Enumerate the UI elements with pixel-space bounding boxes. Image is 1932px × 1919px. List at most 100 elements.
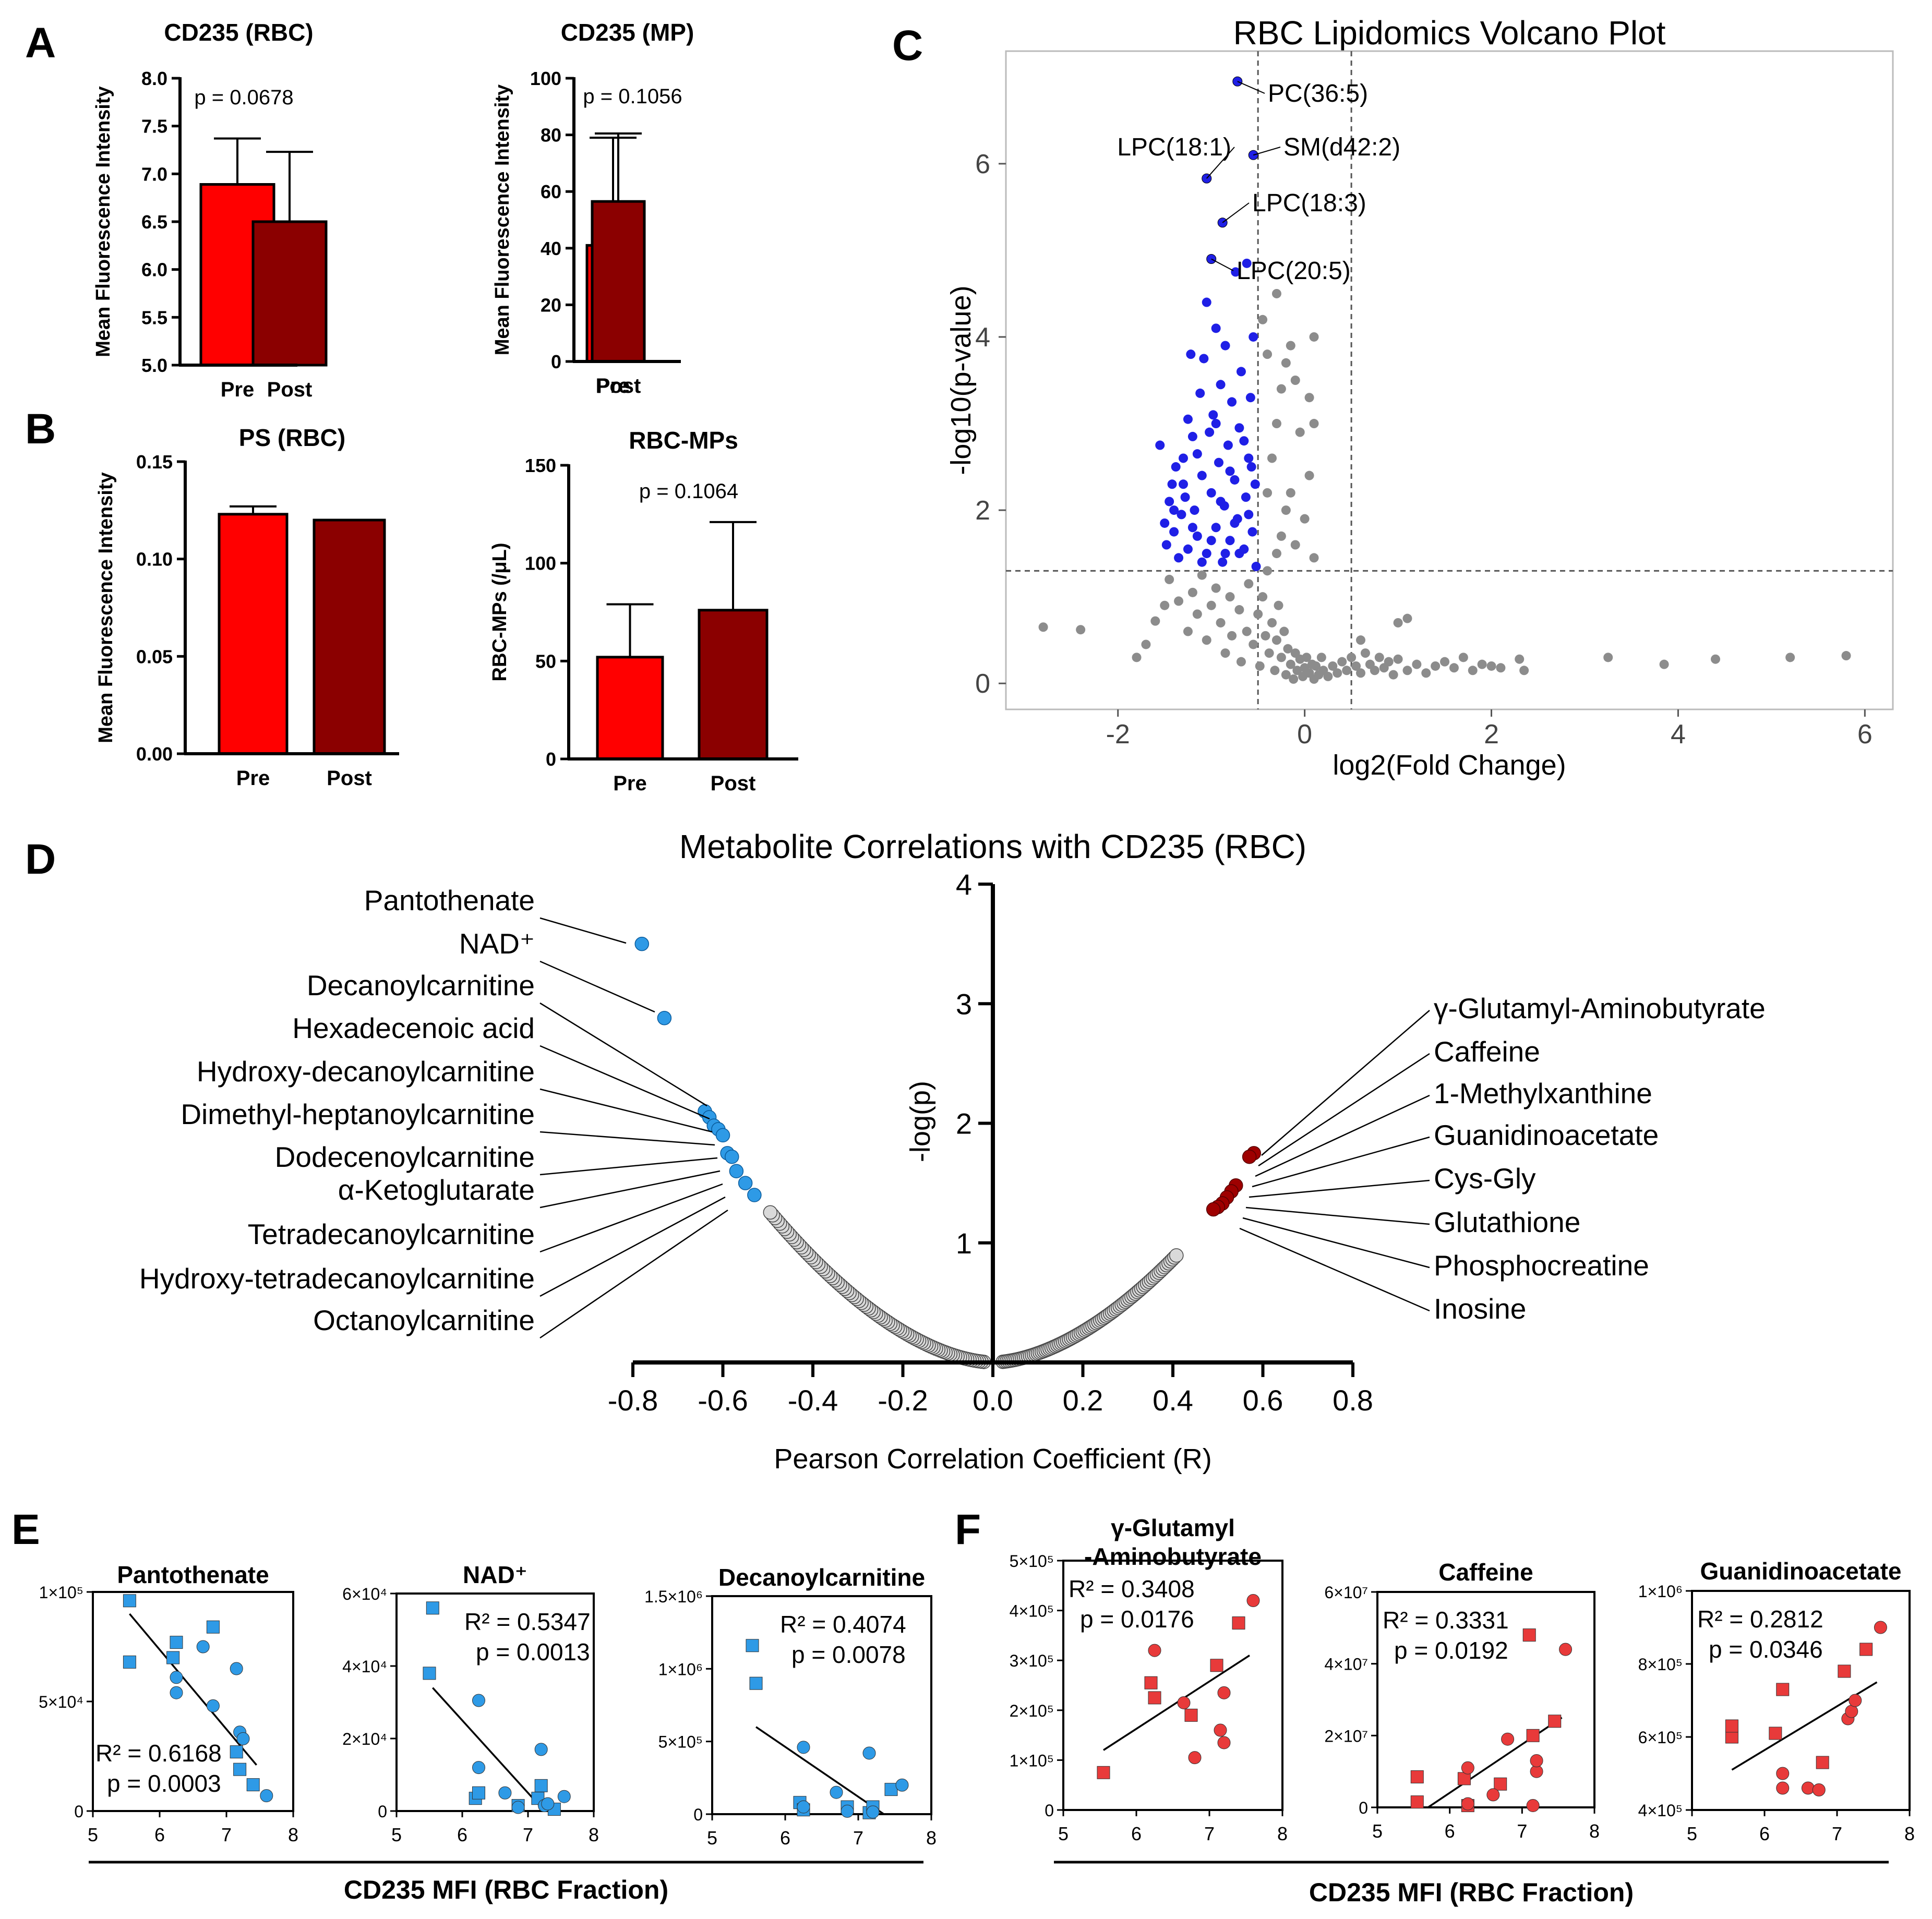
sig-point bbox=[1218, 557, 1228, 567]
sig-point bbox=[1225, 466, 1235, 476]
chart-title: Metabolite Correlations with CD235 (RBC) bbox=[679, 828, 1306, 865]
data-point-circle bbox=[797, 1741, 810, 1754]
metabolite-label: Octanoylcarnitine bbox=[313, 1304, 535, 1336]
sig-point bbox=[1230, 475, 1240, 485]
category-label: Post bbox=[327, 767, 372, 790]
x-tick-label: 8 bbox=[1277, 1823, 1288, 1844]
data-point-square bbox=[1526, 1729, 1540, 1742]
x-tick-label: 7 bbox=[1517, 1820, 1527, 1842]
leader-line bbox=[1253, 147, 1281, 156]
chart-title: γ-Glutamyl bbox=[1111, 1514, 1235, 1541]
nonsig-point bbox=[1183, 626, 1193, 636]
data-point-square bbox=[170, 1636, 183, 1649]
x-tick-label: 6 bbox=[780, 1827, 790, 1849]
metabolite-label: Glutathione bbox=[1434, 1206, 1580, 1238]
nonsig-point bbox=[1468, 666, 1478, 675]
nonsig-point bbox=[1271, 288, 1281, 298]
sig-point bbox=[1211, 523, 1221, 533]
y-tick-label: 4×10⁴ bbox=[342, 1657, 387, 1676]
y-tick-label: 100 bbox=[525, 553, 556, 574]
nonsig-point bbox=[1309, 332, 1319, 342]
metabolite-label: Hydroxy-decanoylcarnitine bbox=[197, 1055, 535, 1088]
bar-pre bbox=[218, 513, 289, 755]
metabolite-label: Inosine bbox=[1434, 1293, 1526, 1325]
leader-line bbox=[1211, 258, 1234, 271]
nonsig-point bbox=[1261, 631, 1270, 641]
x-tick-label: 0.6 bbox=[1243, 1384, 1283, 1417]
y-tick-label: 2×10⁵ bbox=[1010, 1701, 1054, 1720]
sig-point bbox=[1199, 354, 1209, 364]
leader-line bbox=[539, 917, 627, 944]
sig-point bbox=[1179, 453, 1188, 463]
nonsig-point bbox=[1289, 674, 1299, 684]
nonsig-point bbox=[1174, 596, 1184, 606]
point-label: LPC(20:5) bbox=[1237, 257, 1351, 285]
chart-title: Caffeine bbox=[1438, 1559, 1533, 1586]
leader-line bbox=[539, 1196, 726, 1297]
data-point-circle bbox=[1812, 1783, 1826, 1796]
sig-point bbox=[1179, 479, 1188, 489]
nonsig-point bbox=[1337, 657, 1347, 667]
y-tick-label: 7.0 bbox=[141, 163, 167, 185]
data-point-square bbox=[1725, 1719, 1738, 1733]
nonsig-point bbox=[1220, 648, 1230, 658]
f-shared-xlabel: CD235 MFI (RBC Fraction) bbox=[1309, 1878, 1634, 1907]
x-tick-label: 0.8 bbox=[1333, 1384, 1373, 1417]
data-point-square bbox=[423, 1667, 436, 1680]
y-tick-label: 4×10⁵ bbox=[1010, 1602, 1054, 1621]
leader-line bbox=[539, 1170, 721, 1209]
negative-correlation-point bbox=[729, 1164, 744, 1178]
plot-frame bbox=[395, 1592, 595, 1812]
r-squared-label: R² = 0.6168 bbox=[95, 1740, 222, 1767]
nonsig-point bbox=[1281, 358, 1291, 368]
category-label: Pre bbox=[613, 772, 647, 795]
leader-line bbox=[1255, 1094, 1430, 1177]
x-tick-label: 5 bbox=[1372, 1820, 1383, 1842]
y-tick-label: 0.15 bbox=[136, 451, 173, 473]
chart-title: CD235 (RBC) bbox=[164, 19, 313, 46]
leader-line bbox=[1242, 1217, 1430, 1269]
nonsig-point bbox=[1286, 659, 1295, 669]
data-point-square bbox=[1144, 1676, 1158, 1689]
sig-point bbox=[1177, 510, 1186, 520]
sig-point bbox=[1234, 549, 1244, 559]
chart-title: NAD⁺ bbox=[463, 1561, 527, 1588]
leader-line bbox=[539, 1157, 718, 1176]
sig-point bbox=[1244, 510, 1254, 520]
nonsig-point bbox=[1206, 600, 1216, 610]
p-value-label: p = 0.0176 bbox=[1080, 1606, 1194, 1633]
data-point-circle bbox=[1845, 1705, 1858, 1718]
nonsig-point bbox=[1659, 659, 1669, 669]
y-tick-label: 0.10 bbox=[136, 549, 173, 570]
data-point-circle bbox=[1148, 1644, 1161, 1657]
p-value-label: p = 0.0013 bbox=[476, 1638, 590, 1665]
y-tick-label: 0 bbox=[546, 749, 556, 770]
x-tick-label: 6 bbox=[1131, 1823, 1142, 1844]
sig-point bbox=[1239, 436, 1249, 446]
data-point-square bbox=[166, 1651, 180, 1664]
category-label: Pre bbox=[236, 767, 270, 790]
plot-frame bbox=[1005, 50, 1894, 710]
leader-line bbox=[539, 1131, 715, 1146]
nonsig-point bbox=[1333, 668, 1342, 678]
metabolite-label: Cys-Gly bbox=[1434, 1162, 1536, 1194]
sig-point bbox=[1220, 549, 1230, 559]
sig-point bbox=[1211, 419, 1221, 429]
y-tick-label: 6×10⁷ bbox=[1324, 1583, 1368, 1602]
y-tick-label: 3 bbox=[956, 987, 972, 1020]
data-point-square bbox=[1184, 1708, 1198, 1722]
nonsig-point bbox=[1211, 583, 1221, 593]
chart-title: PS (RBC) bbox=[239, 424, 345, 451]
p-value-label: p = 0.0078 bbox=[791, 1641, 906, 1668]
nonsig-point bbox=[1242, 626, 1252, 636]
sig-point bbox=[1165, 497, 1174, 506]
y-tick-label: 1 bbox=[956, 1227, 972, 1260]
y-tick-label: 0 bbox=[1045, 1801, 1054, 1820]
sig-point bbox=[1155, 440, 1165, 450]
data-point-square bbox=[123, 1655, 136, 1669]
point-label: PC(36:5) bbox=[1268, 80, 1368, 107]
y-tick-label: 0 bbox=[975, 669, 990, 699]
data-point-circle bbox=[1461, 1761, 1474, 1775]
data-point-square bbox=[1859, 1643, 1873, 1656]
nonsig-point bbox=[1304, 393, 1314, 403]
